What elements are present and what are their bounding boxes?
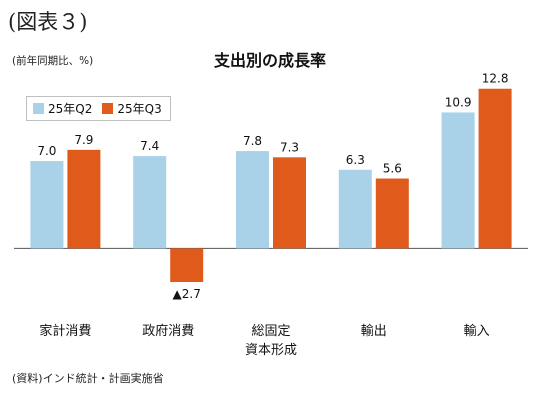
data-label-q3-1: ▲2.7 — [173, 287, 201, 301]
bar-q3-0 — [67, 149, 101, 249]
legend-item-q2: 25年Q2 — [33, 100, 92, 117]
data-label-q3-0: 7.9 — [74, 133, 93, 147]
bar-q3-4 — [478, 88, 512, 249]
chart-title: 支出別の成長率 — [213, 51, 326, 70]
legend-label-q3: 25年Q3 — [117, 102, 162, 116]
bar-q2-3 — [338, 169, 372, 249]
bar-q2-1 — [133, 156, 167, 249]
data-label-q2-0: 7.0 — [37, 144, 56, 158]
bar-q3-1 — [170, 248, 204, 283]
data-label-q2-4: 10.9 — [445, 95, 472, 109]
legend-label-q2: 25年Q2 — [48, 102, 93, 116]
bar-q2-0 — [30, 161, 64, 249]
bar-q3-3 — [375, 178, 409, 249]
category-label-2: 総固定資本形成 — [245, 324, 297, 358]
data-label-q3-3: 5.6 — [383, 162, 402, 176]
bar-q2-4 — [441, 112, 475, 249]
data-label-q2-2: 7.8 — [243, 134, 262, 148]
data-label-q2-1: 7.4 — [140, 139, 159, 153]
unit-label: (前年同期比、%) — [12, 55, 94, 67]
figure-label: (図表３) — [8, 10, 88, 34]
category-label-3: 輸出 — [361, 324, 387, 339]
bar-q2-2 — [236, 151, 269, 249]
bar-q3-2 — [273, 157, 306, 249]
legend-swatch-q3 — [102, 103, 114, 114]
legend-swatch-q2 — [33, 103, 44, 114]
source-note: (資料)インド統計・計画実施省 — [12, 372, 164, 385]
chart-legend: 25年Q2 25年Q3 — [26, 96, 171, 121]
legend-item-q3: 25年Q3 — [102, 100, 162, 117]
data-label-q3-4: 12.8 — [482, 72, 509, 86]
data-label-q3-2: 7.3 — [280, 140, 299, 154]
category-label-0: 家計消費 — [39, 323, 91, 339]
data-label-q2-3: 6.3 — [346, 153, 365, 167]
category-label-4: 輸入 — [464, 324, 490, 339]
category-label-1: 政府消費 — [142, 324, 194, 339]
